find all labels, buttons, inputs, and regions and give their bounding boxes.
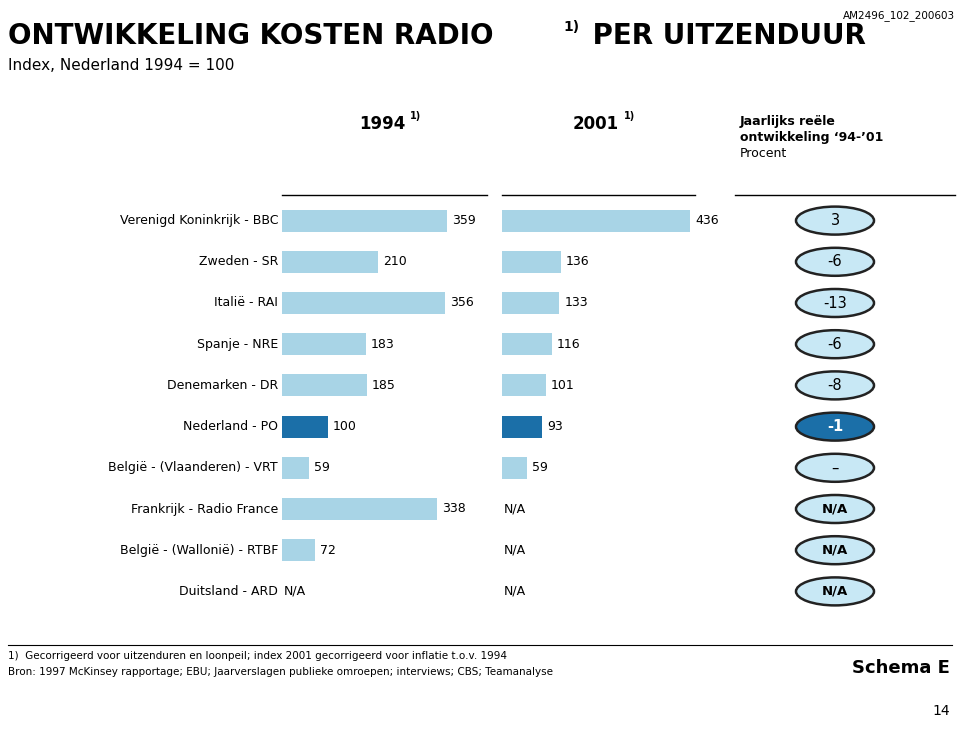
Text: Bron: 1997 McKinsey rapportage; EBU; Jaarverslagen publieke omroepen; interviews: Bron: 1997 McKinsey rapportage; EBU; Jaa… — [8, 667, 553, 677]
Text: 185: 185 — [372, 379, 396, 392]
Text: 436: 436 — [695, 214, 719, 227]
Text: Denemarken - DR: Denemarken - DR — [167, 379, 278, 392]
Text: 2001: 2001 — [573, 115, 619, 133]
Bar — [502, 251, 561, 273]
Text: 1): 1) — [410, 111, 421, 121]
Text: Italië - RAI: Italië - RAI — [214, 296, 278, 310]
Bar — [502, 374, 545, 396]
Text: -13: -13 — [823, 296, 847, 310]
Bar — [282, 333, 366, 356]
Text: Jaarlijks reële: Jaarlijks reële — [740, 115, 836, 128]
Bar — [282, 415, 328, 437]
Text: -6: -6 — [828, 254, 842, 269]
Bar — [502, 333, 552, 356]
Text: 136: 136 — [565, 255, 589, 269]
Text: 59: 59 — [314, 461, 330, 474]
Text: -1: -1 — [827, 419, 843, 434]
Text: Duitsland - ARD: Duitsland - ARD — [180, 585, 278, 598]
Ellipse shape — [796, 372, 874, 399]
Bar — [502, 457, 527, 479]
Text: Index, Nederland 1994 = 100: Index, Nederland 1994 = 100 — [8, 58, 234, 73]
Text: 1): 1) — [624, 111, 636, 121]
Text: Nederland - PO: Nederland - PO — [183, 420, 278, 433]
Text: 1): 1) — [563, 20, 579, 34]
Text: Spanje - NRE: Spanje - NRE — [197, 338, 278, 350]
Text: België - (Wallonië) - RTBF: België - (Wallonië) - RTBF — [120, 544, 278, 557]
Text: Procent: Procent — [740, 147, 787, 160]
Ellipse shape — [796, 495, 874, 523]
Text: België - (Vlaanderen) - VRT: België - (Vlaanderen) - VRT — [108, 461, 278, 474]
Text: N/A: N/A — [504, 502, 526, 515]
Text: Verenigd Koninkrijk - BBC: Verenigd Koninkrijk - BBC — [119, 214, 278, 227]
Ellipse shape — [796, 207, 874, 234]
Ellipse shape — [796, 454, 874, 482]
Text: Zweden - SR: Zweden - SR — [199, 255, 278, 269]
Bar — [502, 210, 690, 231]
Bar — [502, 292, 560, 314]
Text: N/A: N/A — [822, 502, 848, 515]
Text: N/A: N/A — [504, 544, 526, 557]
Text: 101: 101 — [550, 379, 574, 392]
Text: N/A: N/A — [822, 544, 848, 557]
Text: –: – — [831, 461, 839, 475]
Ellipse shape — [796, 247, 874, 276]
Bar — [502, 415, 542, 437]
Text: 93: 93 — [547, 420, 563, 433]
Text: 1)  Gecorrigeerd voor uitzenduren en loonpeil; index 2001 gecorrigeerd voor infl: 1) Gecorrigeerd voor uitzenduren en loon… — [8, 651, 507, 661]
Bar — [282, 210, 446, 231]
Text: 338: 338 — [442, 502, 466, 515]
Text: 3: 3 — [830, 213, 840, 228]
Text: ONTWIKKELING KOSTEN RADIO: ONTWIKKELING KOSTEN RADIO — [8, 22, 493, 50]
Text: 14: 14 — [932, 704, 950, 718]
Ellipse shape — [796, 289, 874, 317]
Ellipse shape — [796, 577, 874, 605]
Ellipse shape — [796, 537, 874, 564]
Text: N/A: N/A — [504, 585, 526, 598]
Text: -8: -8 — [828, 378, 842, 393]
Text: Frankrijk - Radio France: Frankrijk - Radio France — [131, 502, 278, 515]
Text: 100: 100 — [333, 420, 357, 433]
Text: 210: 210 — [383, 255, 407, 269]
Text: -6: -6 — [828, 337, 842, 352]
Text: AM2496_102_200603: AM2496_102_200603 — [843, 10, 955, 21]
Bar — [282, 251, 378, 273]
Text: 133: 133 — [564, 296, 588, 310]
Bar — [282, 374, 367, 396]
Text: Schema E: Schema E — [852, 659, 950, 677]
Text: 356: 356 — [450, 296, 474, 310]
Text: N/A: N/A — [822, 585, 848, 598]
Text: 116: 116 — [557, 338, 581, 350]
Text: 183: 183 — [371, 338, 395, 350]
Text: 359: 359 — [451, 214, 475, 227]
Bar — [282, 539, 315, 561]
Text: 59: 59 — [533, 461, 548, 474]
Text: 1994: 1994 — [359, 115, 405, 133]
Ellipse shape — [796, 412, 874, 441]
Text: PER UITZENDUUR: PER UITZENDUUR — [583, 22, 866, 50]
Text: 72: 72 — [320, 544, 336, 557]
Text: ontwikkeling ‘94-’01: ontwikkeling ‘94-’01 — [740, 131, 883, 144]
Bar — [282, 457, 309, 479]
Ellipse shape — [796, 330, 874, 358]
Bar — [282, 292, 445, 314]
Bar — [282, 498, 437, 520]
Text: N/A: N/A — [284, 585, 306, 598]
